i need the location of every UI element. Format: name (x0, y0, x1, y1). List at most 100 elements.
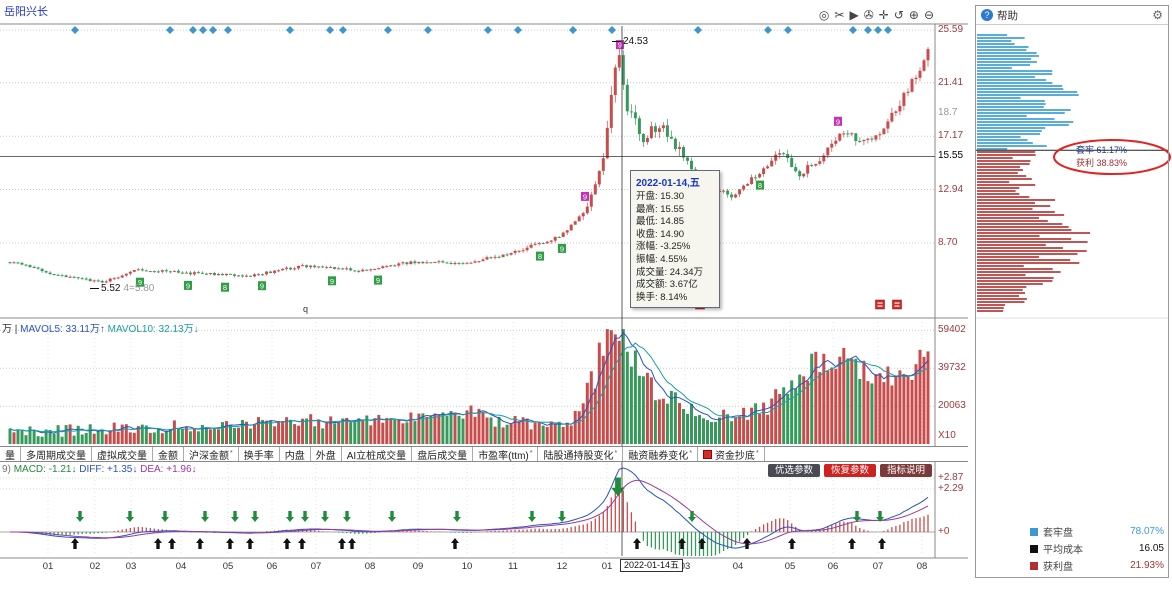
low-price-text: 5.52 (101, 283, 121, 294)
peak-price-text: 24.53 (623, 36, 649, 47)
month-tick-label: 05 (784, 561, 796, 572)
cost-distribution-panel: ? 帮助 ⚙ (975, 5, 1169, 578)
scissors-icon[interactable]: ✂ (834, 8, 845, 22)
month-tick-label: 05 (222, 561, 234, 572)
tab-多周期成交量[interactable]: 多周期成交量 (21, 447, 92, 461)
button-优选参数[interactable]: 优选参数 (768, 464, 821, 477)
volume-multiplier-label: X10 (938, 430, 956, 441)
svg-text:9: 9 (330, 277, 334, 286)
svg-text:9: 9 (138, 278, 142, 287)
volume-profile (976, 34, 1171, 312)
macd-header: 9) MACD: -1.21↓ DIFF: +1.35↓ DEA: +1.96↓ (2, 464, 197, 475)
tooltip-row-成交额: 成交额: 3.67亿 (636, 279, 698, 291)
price-axis-label: 8.70 (938, 237, 958, 248)
crosshair (0, 26, 935, 556)
peak-pointer-line (612, 41, 621, 42)
tooltip-row-成交量: 成交量: 24.34万 (636, 266, 704, 278)
volume-axis-label: 20063 (938, 400, 966, 411)
low-pointer-line (90, 288, 99, 289)
red-fund-icon (702, 449, 712, 459)
cost-legend: 套牢盘 78.07% 平均成本 16.05 获利盘 21.93% (1030, 523, 1164, 574)
legend-swatch (1030, 527, 1038, 536)
mavol5-readout: MAVOL5: 33.11万↑ (20, 324, 105, 335)
eye-icon[interactable]: ◎ (818, 8, 830, 22)
tooltip-row-振幅: 振幅: 4.55% (636, 253, 688, 265)
price-axis-label: 25.59 (938, 24, 964, 35)
price-axis-label: 21.41 (938, 77, 964, 88)
help-panel-title: 帮助 (997, 9, 1018, 22)
tab-内盘[interactable]: 内盘 (280, 447, 311, 461)
tab-外盘[interactable]: 外盘 (311, 447, 342, 461)
tab-金额[interactable]: 金额 (153, 447, 184, 461)
price-axis-label: 12.94 (938, 184, 964, 195)
button-恢复参数[interactable]: 恢复参数 (824, 464, 877, 477)
low-price-annotation: 5.52 4=5.80 (90, 283, 154, 294)
month-tick-label: 03 (679, 561, 691, 572)
indicator-tab-bar: 量多周期成交量 虚拟成交量 金额 沪深金额 * 换手率 内盘 外盘 AI立桩成交量 盘后成交量 市盈… (0, 446, 968, 462)
month-tick-label: 09 (412, 561, 424, 572)
announcement-markers (695, 299, 902, 310)
tooltip-rows: 开盘: 15.30 最高: 15.55 最低: 14.85 收盘: 14.90 涨幅: … (636, 191, 714, 304)
tooltip-row-收盘: 收盘: 14.90 (636, 228, 685, 240)
crosshair-date-box: 2022-01-14五 (620, 559, 684, 572)
event-diamonds (71, 26, 892, 34)
tab-市盈率(ttm)[interactable]: 市盈率(ttm) * (473, 447, 539, 461)
month-tick-label: 01 (601, 561, 613, 572)
pan-icon[interactable]: ✛ (878, 8, 889, 22)
month-tick-label: 10 (461, 561, 473, 572)
svg-text:9: 9 (583, 192, 587, 201)
diff-readout: DIFF: +1.35↓ (79, 464, 138, 475)
legend-swatch (1030, 561, 1038, 570)
tooltip-row-最高: 最高: 15.55 (636, 203, 685, 215)
month-tick-label: 12 (556, 561, 568, 572)
svg-text:9: 9 (186, 281, 190, 290)
last-price-label: 18.7 (938, 107, 958, 118)
button-指标说明[interactable]: 指标说明 (880, 464, 933, 477)
tab-融资融券变化[interactable]: 融资融券变化 * (623, 447, 698, 461)
signal-arrows (71, 477, 886, 549)
record-icon[interactable]: ✇ (863, 8, 874, 22)
tab-虚拟成交量[interactable]: 虚拟成交量 (92, 447, 153, 461)
tab-clipped-fragment[interactable]: 量 (0, 447, 21, 461)
month-tick-label: 07 (310, 561, 322, 572)
annotation-ellipse (1053, 139, 1171, 175)
tooltip-row-开盘: 开盘: 15.30 (636, 191, 685, 202)
month-tick-label: 07 (872, 561, 884, 572)
zoom-out-icon[interactable]: ⊖ (923, 8, 934, 22)
legend-row-获利盘: 获利盘 21.93% (1030, 557, 1164, 574)
svg-text:9: 9 (836, 117, 840, 126)
macd-param-fragment: 9) (2, 464, 11, 475)
month-tick-label: 06 (266, 561, 278, 572)
play-icon[interactable]: ▶ (849, 8, 859, 22)
tab-AI立桩成交量[interactable]: AI立桩成交量 (342, 447, 413, 461)
zoom-in-icon[interactable]: ⊕ (908, 8, 919, 22)
help-icon[interactable]: ? (981, 9, 993, 21)
gear-icon[interactable]: ⚙ (1152, 8, 1163, 22)
legend-row-平均成本: 平均成本 16.05 (1030, 540, 1164, 557)
panel-separators (0, 23, 1168, 559)
tooltip-row-最低: 最低: 14.85 (636, 216, 685, 228)
tab-陆股通持股变化[interactable]: 陆股通持股变化 * (538, 447, 624, 461)
month-tick-label: 03 (125, 561, 137, 572)
marker-q: q (303, 304, 309, 314)
tab-资金抄底[interactable]: 资金抄底 * (698, 447, 765, 461)
tab-盘后成交量[interactable]: 盘后成交量 (412, 447, 474, 461)
svg-text:8: 8 (758, 181, 762, 190)
dea-readout: DEA: +1.96↓ (140, 464, 197, 475)
chart-toolbar: ◎ ✂ ▶ ✇ ✛ ↺ ⊕ ⊖ (798, 8, 934, 22)
undo-icon[interactable]: ↺ (893, 8, 904, 22)
tooltip-date: 2022-01-14,五 (636, 178, 700, 189)
svg-text:8: 8 (538, 252, 542, 261)
volume-axis-label: 59402 (938, 324, 966, 335)
tooltip-row-涨幅: 涨幅: -3.25% (636, 241, 691, 253)
legend-row-套牢盘: 套牢盘 78.07% (1030, 523, 1164, 540)
tab-沪深金额[interactable]: 沪深金额 * (184, 447, 239, 461)
locked-ratio-annotation: 套牢 61.17% (1076, 145, 1128, 155)
profit-ratio-annotation: 获利 38.83% (1076, 158, 1128, 168)
time-axis: 01 02 03 04 05 06 07 08 09 10 11 12 01 03 04 05 06 07 08 (0, 558, 968, 578)
legend-swatch (1030, 544, 1038, 553)
low-sub-text: 4=5.80 (123, 283, 155, 294)
tab-换手率[interactable]: 换手率 (239, 447, 280, 461)
month-tick-label: 01 (42, 561, 54, 572)
